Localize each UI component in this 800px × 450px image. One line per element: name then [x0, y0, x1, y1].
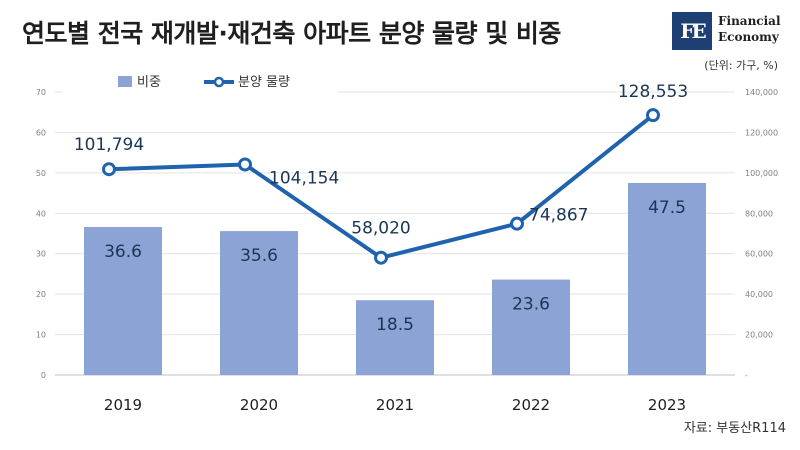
y-right-tick-label: 20,000 [745, 331, 773, 340]
line-point-2019 [102, 162, 116, 177]
bar-data-label: 36.6 [104, 242, 142, 262]
y-left-tick-label: 50 [36, 169, 46, 178]
bar-2020 [220, 231, 298, 375]
bar-2022 [492, 279, 570, 375]
x-tick-label: 2021 [376, 396, 414, 414]
bar-2023 [628, 182, 706, 375]
logo-name: Financial Economy [718, 13, 781, 45]
y-left-tick-label: 40 [36, 209, 46, 218]
bar-2021 [356, 300, 434, 375]
y-left-tick-label: 70 [36, 88, 46, 97]
legend-marker-line [213, 76, 225, 88]
source-note: 자료: 부동산R114 [683, 421, 786, 436]
publisher-logo: FE Financial Economy [672, 10, 792, 52]
line-data-label: 101,794 [74, 135, 144, 155]
line-data-label: 128,553 [618, 82, 688, 102]
y-right-tick-label: 40,000 [745, 290, 773, 299]
line-point-2021 [374, 250, 388, 265]
bar-data-label: 18.5 [376, 315, 414, 335]
y-left-tick-label: 0 [41, 371, 46, 380]
y-right-tick-label: 80,000 [745, 209, 773, 218]
legend-box [62, 67, 338, 97]
x-tick-label: 2020 [240, 396, 278, 414]
bar-data-label: 35.6 [240, 246, 278, 266]
logo-name-line2: Economy [718, 30, 779, 44]
y-left-tick-label: 10 [36, 331, 46, 340]
line-point-2020 [238, 157, 252, 172]
line-data-label: 104,154 [269, 168, 339, 188]
bar-2019 [84, 227, 162, 375]
y-left-tick-label: 60 [36, 128, 46, 137]
x-tick-label: 2019 [104, 396, 142, 414]
line-data-label: 58,020 [351, 219, 410, 239]
y-right-tick-label: 120,000 [745, 128, 778, 137]
bar-data-label: 47.5 [648, 198, 686, 218]
legend-label-bar: 비중 [137, 75, 161, 90]
chart-title: 연도별 전국 재개발·재건축 아파트 분양 물량 및 비중 [22, 19, 561, 48]
line-point-2022 [510, 216, 524, 231]
bar-data-label: 23.6 [512, 295, 550, 315]
logo-name-line1: Financial [718, 14, 781, 28]
y-right-tick-label: 60,000 [745, 250, 773, 259]
logo-mark: FE [672, 12, 712, 50]
x-tick-label: 2022 [512, 396, 550, 414]
legend-label-line: 분양 물량 [238, 75, 290, 90]
y-left-tick-label: 20 [36, 290, 46, 299]
line-data-label: 74,867 [529, 206, 588, 226]
y-right-tick-label: 140,000 [745, 88, 778, 97]
line-point-2023 [646, 108, 660, 123]
x-tick-label: 2023 [648, 396, 686, 414]
legend-swatch-bar [118, 76, 132, 87]
y-left-tick-label: 30 [36, 250, 46, 259]
y-right-tick-label: 100,000 [745, 169, 778, 178]
y-right-tick-label: - [745, 371, 748, 380]
unit-note: (단위: 가구, %) [704, 59, 778, 72]
